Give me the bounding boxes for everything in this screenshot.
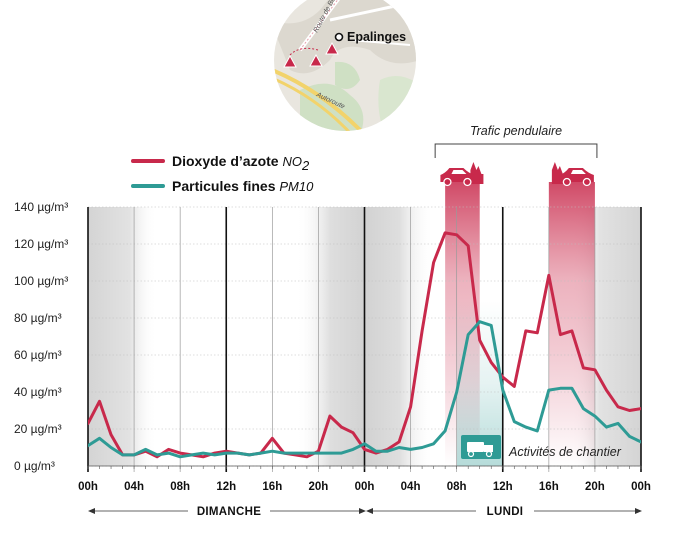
wheel-icon bbox=[463, 177, 472, 187]
traffic-icons bbox=[440, 162, 594, 187]
wheel-icon bbox=[582, 177, 592, 187]
legend-label: Particules fines PM10 bbox=[172, 178, 314, 194]
map-place-label: Epalinges bbox=[347, 30, 406, 44]
rush-label: Trafic pendulaire bbox=[470, 124, 562, 138]
series-line bbox=[88, 320, 641, 459]
x-tick-label: 12h bbox=[216, 481, 236, 493]
x-axis: 00h 04h 08h 12h 16h 20h 00h 04h 08h 12h 16h 20h 00h bbox=[78, 481, 651, 493]
day-labels: DIMANCHE LUNDI bbox=[88, 506, 642, 518]
x-tick-label: 20h bbox=[309, 481, 329, 493]
y-tick-label: 60 µg/m³ bbox=[14, 348, 62, 362]
x-tick-label: 04h bbox=[401, 481, 421, 493]
x-tick-label: 00h bbox=[78, 481, 98, 493]
works-label: Activités de chantier bbox=[508, 445, 622, 459]
works-annotation: Activités de chantier bbox=[461, 435, 622, 459]
x-tick-label: 12h bbox=[493, 481, 513, 493]
x-tick-label: 00h bbox=[631, 481, 651, 493]
x-tick-label: 04h bbox=[124, 481, 144, 493]
map-inset: Route de Berne Autoroute Epalinges bbox=[274, 0, 416, 131]
y-axis: 0 µg/m³ 20 µg/m³ 40 µg/m³ 60 µg/m³ 80 µg/m³ 1… bbox=[14, 200, 68, 473]
series-line bbox=[88, 231, 641, 459]
x-tick-label: 08h bbox=[170, 481, 190, 493]
day-label: DIMANCHE bbox=[197, 506, 261, 518]
rush-band bbox=[548, 182, 595, 466]
car-window-icon bbox=[451, 170, 467, 174]
rush-annotation: Trafic pendulaire bbox=[434, 124, 598, 158]
location-marker-icon bbox=[334, 32, 344, 42]
y-tick-label: 120 µg/m³ bbox=[14, 237, 68, 251]
grid bbox=[87, 206, 642, 472]
wheel-icon bbox=[562, 177, 572, 187]
car-city-icon bbox=[551, 162, 594, 187]
y-tick-label: 140 µg/m³ bbox=[14, 200, 68, 214]
y-tick-label: 0 µg/m³ bbox=[14, 459, 55, 473]
day-label: LUNDI bbox=[487, 506, 524, 518]
x-tick-label: 16h bbox=[262, 481, 282, 493]
y-tick-label: 20 µg/m³ bbox=[14, 422, 62, 436]
wheel-icon bbox=[443, 177, 452, 187]
x-tick-label: 08h bbox=[447, 481, 467, 493]
x-tick-label: 00h bbox=[355, 481, 375, 493]
series-lines bbox=[88, 231, 641, 459]
car-window-icon bbox=[570, 170, 586, 174]
car-city-icon bbox=[440, 162, 484, 187]
legend-label: Dioxyde d’azote NO2 bbox=[172, 153, 310, 173]
warning-icon bbox=[283, 41, 339, 68]
y-tick-label: 40 µg/m³ bbox=[14, 385, 62, 399]
y-tick-label: 80 µg/m³ bbox=[14, 311, 62, 325]
x-tick-label: 20h bbox=[585, 481, 605, 493]
legend: Dioxyde d’azote NO2 Particules fines PM1… bbox=[131, 153, 314, 194]
x-tick-label: 16h bbox=[539, 481, 559, 493]
y-tick-label: 100 µg/m³ bbox=[14, 274, 68, 288]
